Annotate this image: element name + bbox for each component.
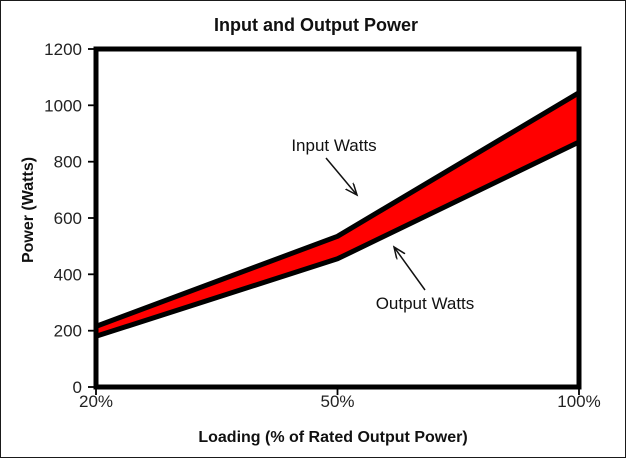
- input-watts-line: [95, 90, 581, 329]
- input-watts-arrow: [325, 157, 357, 195]
- output-watts-arrow: [394, 247, 426, 291]
- output-watts-label: Output Watts: [376, 294, 475, 313]
- x-tick-label: 100%: [557, 392, 600, 411]
- x-axis-title: Loading (% of Rated Output Power): [198, 429, 467, 446]
- y-tick-label: 200: [54, 322, 82, 341]
- axis-tick-marks: [88, 48, 580, 395]
- y-tick-label: 1000: [44, 96, 82, 115]
- x-axis-tick-labels: 20% 50% 100%: [79, 392, 601, 411]
- y-tick-label: 400: [54, 265, 82, 284]
- input-output-difference-band: [96, 92, 579, 337]
- y-tick-label: 0: [73, 378, 82, 397]
- chart-title: Input and Output Power: [214, 15, 418, 35]
- input-watts-label: Input Watts: [291, 136, 376, 155]
- x-tick-label: 20%: [79, 392, 113, 411]
- y-tick-label: 800: [54, 153, 82, 172]
- y-tick-label: 600: [54, 209, 82, 228]
- plot-area-border: [93, 46, 582, 390]
- x-tick-label: 50%: [320, 392, 354, 411]
- y-axis-tick-labels: 0 200 400 600 800 1000 1200: [44, 40, 82, 397]
- y-tick-label: 1200: [44, 40, 82, 59]
- y-axis-title: Power (Watts): [20, 157, 37, 263]
- output-watts-line: [95, 139, 581, 339]
